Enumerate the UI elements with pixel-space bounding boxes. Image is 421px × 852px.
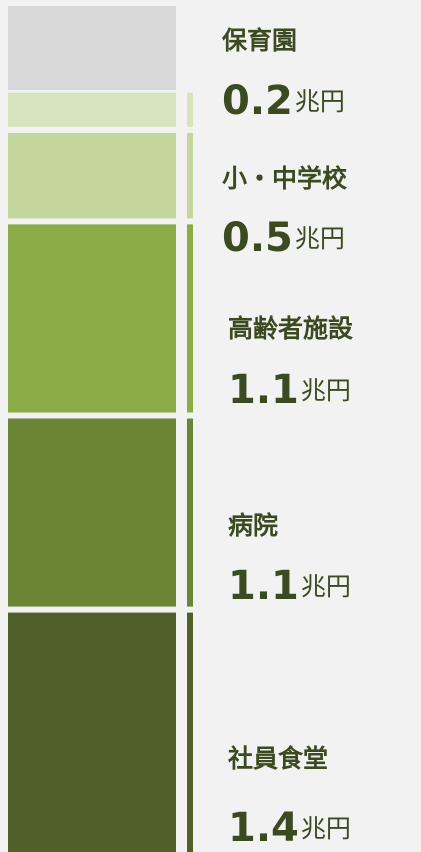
value-label: 1.4兆円 xyxy=(228,805,351,851)
value-label: 1.1兆円 xyxy=(228,367,351,413)
segment-indicator xyxy=(187,132,193,219)
segment-indicator xyxy=(187,418,193,607)
value-number: 1.1 xyxy=(228,367,299,413)
value-number: 0.2 xyxy=(222,78,293,124)
value-label: 0.2兆円 xyxy=(222,78,345,124)
category-label: 病院 xyxy=(228,511,278,540)
value-number: 1.1 xyxy=(228,563,299,609)
category-label: 保育園 xyxy=(221,26,297,55)
category-label: 高齢者施設 xyxy=(228,314,354,343)
segment-indicator xyxy=(187,612,193,852)
value-number: 1.4 xyxy=(228,805,299,851)
segment xyxy=(8,132,176,219)
category-label: 小・中学校 xyxy=(222,164,348,193)
value-unit: 兆円 xyxy=(301,572,351,601)
segment-indicator xyxy=(187,224,193,413)
remainder-block xyxy=(8,6,176,90)
value-unit: 兆円 xyxy=(301,814,351,843)
value-number: 0.5 xyxy=(222,215,293,261)
value-label: 1.1兆円 xyxy=(228,563,351,609)
category-label: 社員食堂 xyxy=(228,744,328,773)
segment xyxy=(8,612,176,852)
segment xyxy=(8,224,176,413)
value-unit: 兆円 xyxy=(295,87,345,116)
value-unit: 兆円 xyxy=(295,224,345,253)
segment-indicator xyxy=(187,92,193,127)
value-unit: 兆円 xyxy=(301,376,351,405)
segment xyxy=(8,418,176,607)
value-label: 0.5兆円 xyxy=(222,215,345,261)
segment xyxy=(8,92,176,127)
